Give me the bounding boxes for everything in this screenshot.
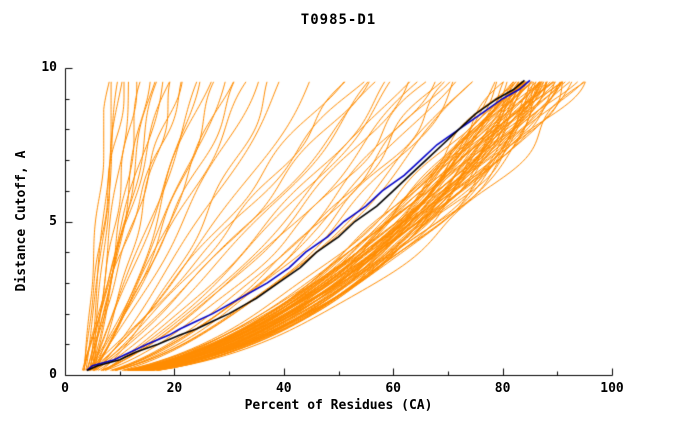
x-tick-label: 40 bbox=[275, 381, 292, 396]
x-tick-label: 20 bbox=[166, 381, 183, 396]
x-tick-label: 100 bbox=[600, 381, 624, 396]
y-tick-label: 10 bbox=[41, 60, 57, 75]
x-tick-label: 0 bbox=[61, 381, 69, 396]
x-tick-label: 80 bbox=[494, 381, 511, 396]
y-tick-label: 5 bbox=[49, 213, 57, 229]
x-tick-label: 60 bbox=[385, 381, 402, 396]
y-tick-label: 0 bbox=[49, 367, 57, 382]
x-axis-label: Percent of Residues (CA) bbox=[244, 398, 433, 413]
